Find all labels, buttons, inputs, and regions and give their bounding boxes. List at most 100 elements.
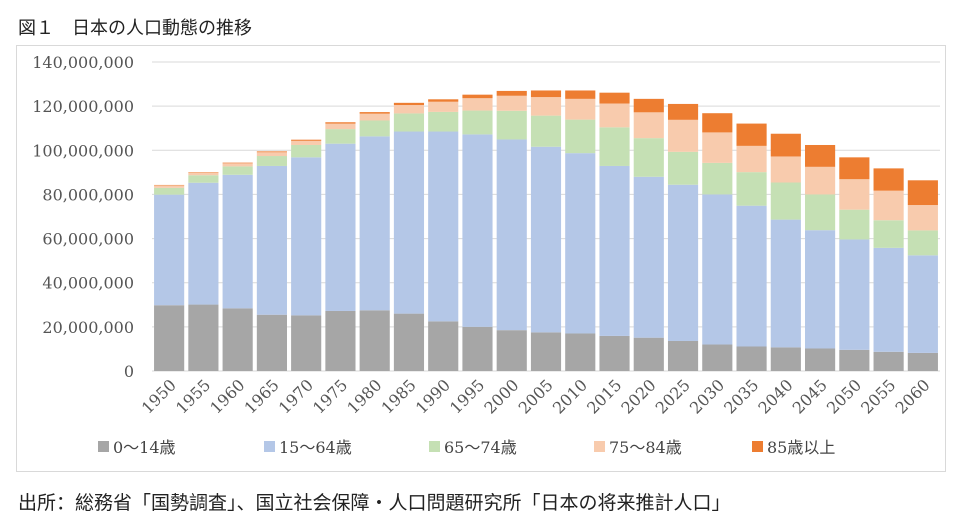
bar-segment [770,133,801,157]
bar-segment [291,139,322,141]
bar-segment [907,180,938,206]
bar-segment [496,95,527,111]
bar-segment [805,166,836,195]
bar-segment [599,127,630,166]
bar-segment [393,113,425,132]
bar-segment [325,123,356,130]
bar-segment [873,351,904,371]
bar-segment [428,99,459,102]
bar-segment [154,305,185,371]
bar-segment [256,314,287,371]
bar-segment [667,103,699,120]
y-tick-label: 80,000,000 [42,185,134,204]
bar-segment [154,187,185,195]
bar-segment [633,176,664,338]
bar-segment [736,123,767,146]
bar-segment [907,352,938,371]
bar-segment [667,184,699,341]
bar-segment [530,146,562,333]
bar-segment [873,190,904,221]
x-tick-label: 2000 [480,375,522,417]
x-tick-label: 2025 [652,375,694,417]
bar-segment [462,98,493,111]
bar-segment [291,315,322,371]
bar-segment [496,90,527,96]
legend-swatch [429,441,440,452]
legend-swatch [752,441,763,452]
bar-segment [222,308,253,371]
legend-label: 75〜84歳 [609,438,682,457]
x-tick-label: 1990 [412,375,454,417]
bar-segment [839,239,870,350]
bar-segment [770,156,801,183]
legend-swatch [264,441,275,452]
bar-segment [770,182,801,220]
y-tick-label: 100,000,000 [32,141,134,160]
y-tick-label: 40,000,000 [42,274,134,293]
bar-segment [393,313,425,371]
bar-segment [393,102,425,106]
legend-label: 85歳以上 [767,438,835,457]
bar-segment [359,310,390,371]
bar-segment [222,174,253,309]
bar-segment [188,304,219,371]
bar-segment [633,112,664,139]
y-tick-label: 0 [124,362,134,381]
bar-segment [222,163,253,167]
bar-segment [428,321,459,371]
bar-segment [770,347,801,371]
bar-segment [496,330,527,371]
bar-segment [736,205,767,347]
chart-title: 図１ 日本の人口動態の推移 [18,18,252,39]
bar-segment [188,172,219,176]
source-note: 出所：総務省「国勢調査」、国立社会保障・人口問題研究所「日本の将来推計人口」 [18,492,731,514]
bar-segment [839,179,870,210]
x-tick-label: 1960 [206,375,248,417]
bar-segment [805,194,836,231]
bar-segment [667,340,699,371]
bar-segment [873,168,904,191]
bar-segment [256,165,287,315]
bar-segment [428,101,459,112]
x-tick-label: 2040 [754,375,796,417]
y-tick-label: 60,000,000 [42,230,134,249]
y-tick-label: 140,000,000 [32,53,134,72]
bar-segment [839,349,870,371]
bar-segment [359,136,390,311]
legend-label: 15〜64歳 [279,438,352,457]
bar-segment [667,119,699,152]
bar-segment [188,182,219,305]
bar-segment [702,194,733,345]
x-tick-label: 1995 [446,375,488,417]
legend-swatch [98,441,109,452]
bar-segment [805,230,836,349]
x-tick-label: 1955 [172,375,214,417]
bar-segment [770,219,801,348]
bar-segment [702,344,733,371]
x-tick-label: 2010 [549,375,591,417]
bar-segment [428,131,459,322]
bar-segment [907,230,938,256]
bar-segment [530,90,562,98]
bar-segment [462,326,493,371]
bar-segment [565,333,596,371]
bar-segment [256,156,287,166]
x-tick-label: 1950 [138,375,180,417]
y-tick-label: 20,000,000 [42,318,134,337]
bar-segment [496,110,527,140]
bar-segment [325,143,356,311]
bar-segment [565,98,596,120]
x-tick-label: 2030 [686,375,728,417]
bar-segment [428,111,459,132]
bar-segment [565,153,596,334]
bar-segment [256,152,287,157]
bar-segment [805,348,836,371]
x-tick-label: 1985 [378,375,420,417]
bar-segment [805,144,836,167]
bar-segment [873,247,904,352]
bar-segment [393,105,425,114]
bar-segment [839,157,870,180]
legend-label: 65〜74歳 [444,438,517,457]
x-tick-label: 2055 [857,375,899,417]
